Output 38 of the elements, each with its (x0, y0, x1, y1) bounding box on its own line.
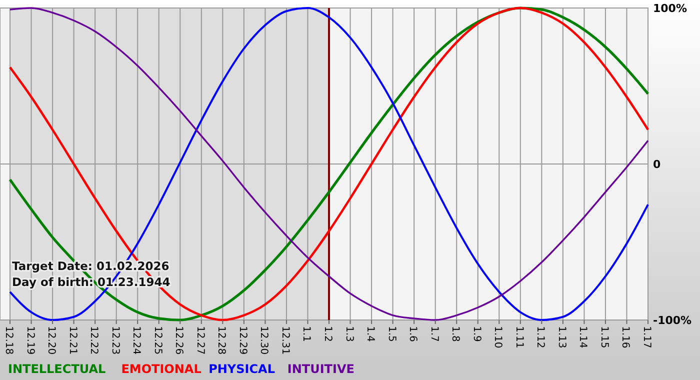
y-tick-label: -100% (653, 314, 692, 327)
x-tick-label: 1.2 (322, 326, 333, 342)
x-tick-label: 12.18 (3, 326, 14, 355)
x-tick-label: 1.16 (620, 326, 631, 348)
x-tick-label: 1.13 (556, 326, 567, 348)
x-tick-label: 12.28 (216, 326, 227, 355)
x-tick-label: 12.29 (236, 326, 248, 355)
x-tick-label: 1.10 (492, 326, 504, 348)
x-tick-label: 12.31 (279, 326, 290, 355)
x-tick-label: 12.27 (194, 326, 206, 355)
x-tick-label: 12.30 (258, 326, 270, 355)
x-tick-label: 12.19 (24, 326, 36, 355)
y-tick-label: 0 (653, 158, 661, 171)
x-tick-label: 1.15 (598, 326, 610, 348)
x-tick-label: 12.22 (88, 326, 100, 355)
x-tick-label: 1.9 (470, 326, 482, 342)
x-tick-label: 12.25 (152, 326, 163, 355)
x-tick-label: 1.11 (513, 326, 524, 348)
text: PHYSICAL (208, 362, 276, 376)
x-tick-label: 1.1 (300, 326, 312, 342)
text: EMOTIONAL (121, 362, 202, 376)
text: INTUITIVE (287, 362, 354, 376)
x-tick-label: 1.7 (428, 326, 440, 342)
x-tick-label: 12.26 (173, 326, 184, 355)
x-tick-label: 1.8 (450, 326, 461, 342)
x-tick-label: 12.24 (130, 326, 142, 355)
x-tick-label: 12.21 (66, 326, 78, 355)
x-tick-label: 1.6 (407, 326, 418, 342)
x-tick-label: 1.14 (577, 326, 588, 348)
x-tick-label: 1.3 (343, 326, 354, 342)
x-tick-label: 12.23 (109, 326, 120, 355)
text: INTELLECTUAL (8, 362, 106, 376)
y-tick-label: 100% (653, 2, 687, 15)
x-tick-label: 12.20 (46, 326, 57, 355)
x-tick-label: 1.4 (364, 326, 376, 342)
x-tick-label: 1.12 (534, 326, 546, 348)
x-tick-label: 1.5 (386, 326, 397, 342)
x-tick-label: 1.17 (641, 326, 652, 348)
